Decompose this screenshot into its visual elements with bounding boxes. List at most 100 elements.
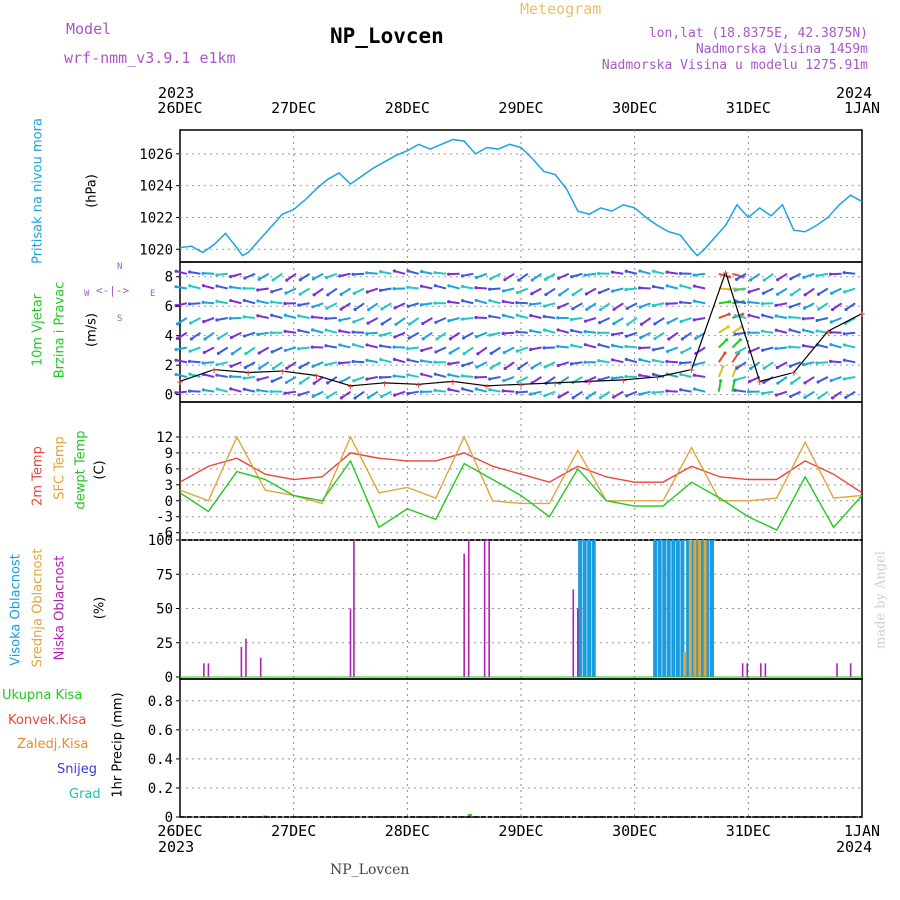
wind-arrow-head bbox=[665, 349, 670, 353]
wind-arrow bbox=[216, 300, 228, 305]
wind-arrow bbox=[694, 374, 706, 378]
wind-arrow-head bbox=[625, 306, 629, 310]
wind-gust-marker: + bbox=[756, 375, 763, 388]
wind-arrow-head bbox=[557, 305, 561, 310]
wind-arrow-head bbox=[733, 288, 737, 292]
wind-arrow bbox=[366, 375, 378, 381]
wind-arrow-head bbox=[215, 299, 219, 303]
y-tick-label: 4 bbox=[165, 329, 173, 345]
wind-arrow-head bbox=[433, 271, 437, 275]
wind-arrow bbox=[639, 269, 651, 275]
wind-arrow bbox=[586, 302, 597, 311]
wind-arrow bbox=[680, 388, 692, 393]
wind-arrow-head bbox=[188, 270, 192, 274]
wind-arrow-head bbox=[728, 300, 732, 304]
temp-unit: (C) bbox=[92, 460, 108, 480]
wind-arrow bbox=[243, 375, 256, 380]
wind-arrow-head bbox=[639, 336, 643, 340]
wind-arrow-head bbox=[476, 352, 480, 356]
wind-arrow bbox=[571, 344, 583, 349]
wind-arrow-head bbox=[570, 275, 574, 279]
wind-arrow-head bbox=[503, 278, 507, 282]
cloud-mid-bar bbox=[688, 540, 692, 677]
wind-arrow-head bbox=[774, 303, 778, 307]
y-tick-label: 1020 bbox=[139, 242, 173, 258]
wind-arrow bbox=[325, 344, 338, 349]
wind-arrow-head bbox=[828, 359, 833, 363]
wind-arrow bbox=[203, 373, 215, 378]
wind-arrow-head bbox=[366, 395, 371, 400]
wind-arrow bbox=[326, 272, 338, 279]
wind-arrow bbox=[830, 317, 842, 323]
wind-arrow-head bbox=[393, 306, 397, 310]
wind-arrow bbox=[718, 300, 730, 305]
wind-arrow bbox=[844, 271, 856, 275]
wind-arrow bbox=[230, 286, 242, 290]
wind-arrow bbox=[189, 360, 201, 364]
wind-arrow-head bbox=[229, 335, 234, 340]
y-tick-label: 100 bbox=[148, 533, 173, 549]
wind-arrow bbox=[313, 272, 324, 280]
y-tick-label: 0.6 bbox=[148, 723, 173, 739]
wind-gust-marker: + bbox=[790, 367, 797, 380]
wind-arrow bbox=[830, 343, 842, 349]
wind-arrow bbox=[407, 302, 419, 308]
precip-conv-label: Konvek.Kisa bbox=[8, 713, 87, 728]
compass-w: W bbox=[84, 289, 90, 299]
wind-arrow-head bbox=[678, 300, 683, 304]
cloud-low-bar bbox=[849, 663, 852, 677]
wind-arrow bbox=[831, 302, 843, 311]
y-tick-label: 0.4 bbox=[148, 752, 173, 768]
wind-arrow-head bbox=[651, 390, 655, 395]
wind-arrow bbox=[489, 315, 501, 319]
wind-arrow-head bbox=[788, 305, 792, 309]
wind-arrow bbox=[407, 286, 419, 290]
wind-arrow-head bbox=[788, 345, 792, 349]
wind-arrow-head bbox=[638, 392, 642, 396]
wind-arrow bbox=[367, 287, 379, 293]
wind-arrow-head bbox=[585, 307, 589, 311]
wind-arrow bbox=[640, 331, 652, 339]
wind-arrow bbox=[230, 272, 242, 278]
cloud-high-label: Visoka Oblacnost bbox=[8, 554, 24, 666]
pressure-unit: (hPa) bbox=[84, 174, 100, 208]
wind-arrow bbox=[381, 390, 392, 398]
wind-arrow-head bbox=[283, 301, 287, 306]
wind-arrow bbox=[286, 272, 297, 281]
wind-arrow-head bbox=[406, 285, 410, 289]
wind-arrow bbox=[203, 317, 215, 323]
wind-arrow bbox=[421, 359, 433, 364]
wind-arrow bbox=[257, 299, 269, 305]
wind-arrow-head bbox=[503, 366, 507, 371]
wind-arrow-head bbox=[829, 343, 833, 347]
wind-arrow bbox=[271, 376, 283, 383]
wind-arrow bbox=[763, 272, 774, 281]
wind-arrow-head bbox=[488, 314, 492, 318]
wind-arrow-head bbox=[229, 387, 233, 391]
wind-arrow bbox=[639, 390, 651, 396]
wind-gust-marker: + bbox=[449, 375, 456, 388]
time-tick-top: 1JAN bbox=[844, 99, 880, 117]
wind-arrow bbox=[639, 358, 651, 364]
cloud-low-bar bbox=[353, 540, 355, 677]
wind-arrow-head bbox=[174, 269, 178, 273]
time-tick-top: 27DEC bbox=[271, 99, 316, 117]
wind-arrow-head bbox=[311, 277, 316, 281]
data-marks: + + + + + + + + + + + + + + + + + + + + + bbox=[174, 138, 866, 818]
wind-arrow bbox=[258, 272, 270, 281]
wind-arrow-head bbox=[256, 332, 260, 336]
wind-arrow-head bbox=[215, 284, 219, 288]
wind-arrow bbox=[777, 376, 788, 384]
wind-arrow-head bbox=[460, 317, 464, 321]
wind-arrow-head bbox=[297, 303, 301, 307]
wind-arrow-head bbox=[844, 395, 848, 400]
wind-arrow bbox=[175, 390, 187, 394]
wind-arrow-head bbox=[624, 287, 628, 292]
wind-arrow-head bbox=[447, 300, 451, 304]
cloud-high-bar bbox=[578, 540, 583, 677]
wind-arrow bbox=[475, 286, 487, 290]
wind-arrow bbox=[354, 302, 365, 311]
wind-arrow-head bbox=[638, 357, 642, 362]
time-tick-top: 26DEC bbox=[157, 99, 202, 117]
wind-arrow bbox=[731, 380, 736, 392]
